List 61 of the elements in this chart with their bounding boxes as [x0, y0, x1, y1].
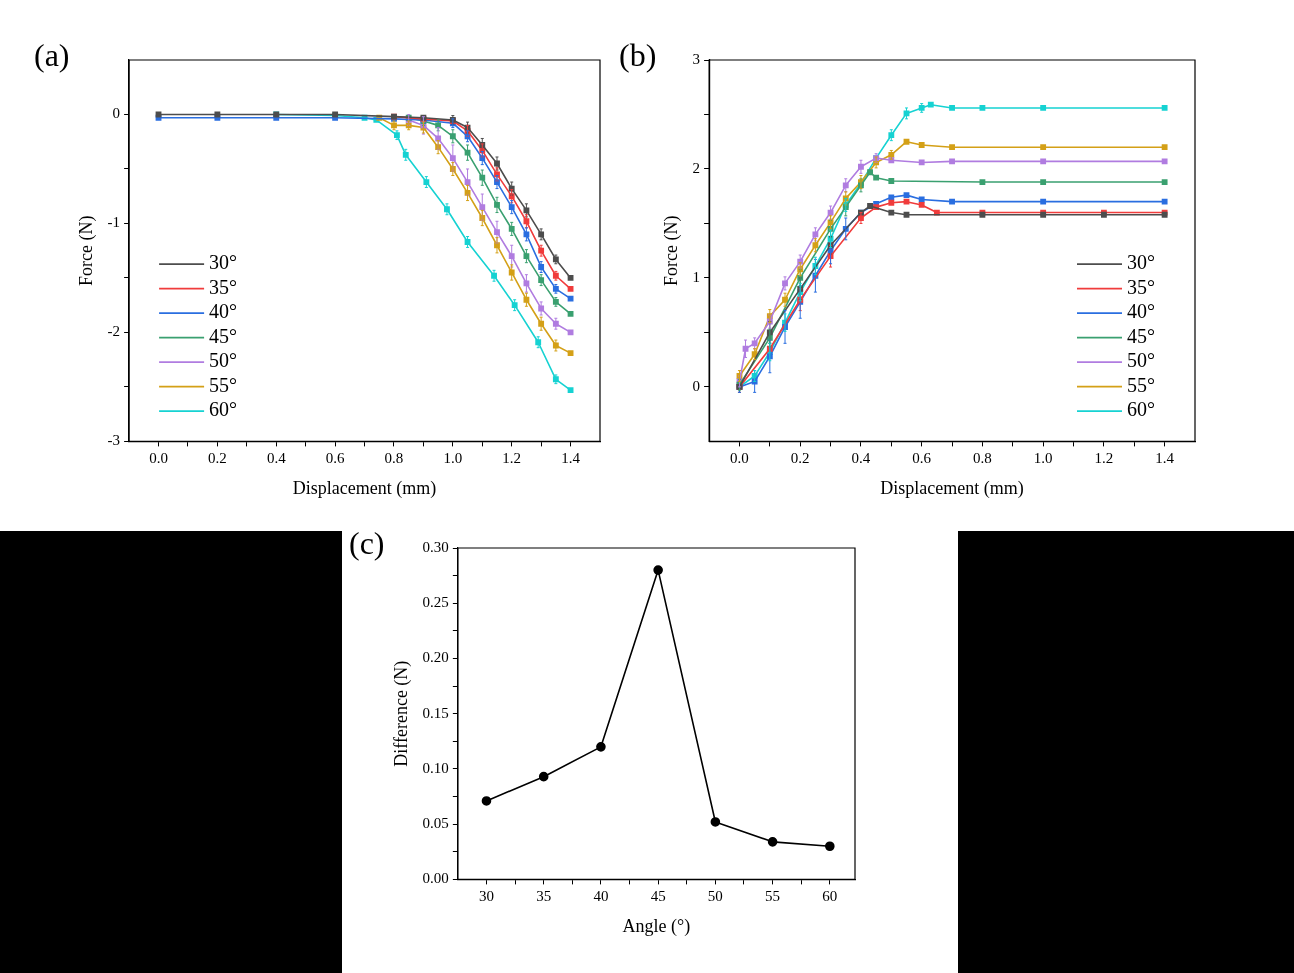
legend-label: 55°	[209, 373, 238, 396]
x-tick-label: 40	[593, 888, 609, 905]
x-tick-label: 1.4	[561, 450, 581, 467]
legend-label: 30°	[1127, 251, 1155, 274]
legend-label: 60°	[209, 398, 238, 421]
legend-label: 45°	[1127, 324, 1155, 347]
x-tick-label: 0.0	[730, 450, 749, 467]
x-axis-title: Angle (°)	[622, 915, 691, 937]
y-tick-label: 0.25	[422, 594, 449, 611]
legend-label: 60°	[1127, 398, 1155, 421]
x-tick-label: 1.2	[502, 450, 522, 467]
y-tick-label: -3	[107, 432, 121, 449]
y-tick-label: -2	[107, 323, 121, 340]
legend-label: 35°	[1127, 275, 1155, 298]
legend-label: 40°	[1127, 300, 1155, 323]
x-tick-label: 1.0	[1033, 450, 1053, 467]
legend-label: 35°	[209, 275, 238, 298]
x-tick-label: 1.0	[443, 450, 463, 467]
chart-title: (a)	[34, 37, 70, 74]
y-tick-label: 0	[692, 377, 701, 394]
y-tick-label: 0.20	[422, 649, 449, 666]
x-tick-label: 45	[650, 888, 666, 905]
x-tick-label: 0.2	[208, 450, 227, 467]
x-tick-label: 0.8	[384, 450, 404, 467]
y-tick-label: 0.00	[422, 870, 449, 887]
y-tick-label: 0.10	[422, 759, 449, 776]
x-tick-label: 30	[478, 888, 494, 905]
y-tick-label: 3	[692, 50, 701, 67]
y-tick-label: 0.30	[422, 538, 449, 555]
y-tick-label: -1	[107, 214, 121, 231]
x-tick-label: 60	[822, 888, 838, 905]
y-tick-label: 1	[692, 268, 701, 285]
x-tick-label: 50	[707, 888, 723, 905]
legend-label: 40°	[209, 300, 238, 323]
y-axis-title: Force (N)	[75, 215, 97, 286]
x-tick-label: 0.8	[973, 450, 992, 467]
x-axis-title: Displacement (mm)	[292, 477, 437, 499]
x-tick-label: 35	[536, 888, 552, 905]
y-tick-label: 0.15	[422, 704, 449, 721]
chart-title: (b)	[619, 37, 657, 74]
x-tick-label: 1.2	[1094, 450, 1114, 467]
legend-label: 30°	[209, 251, 238, 274]
legend-label: 50°	[1127, 349, 1155, 372]
x-axis-title: Displacement (mm)	[880, 477, 1024, 499]
y-tick-label: 0.05	[422, 815, 449, 832]
x-tick-label: 0.6	[912, 450, 932, 467]
x-tick-label: 0.6	[325, 450, 345, 467]
legend-label: 45°	[209, 324, 238, 347]
x-tick-label: 0.2	[790, 450, 810, 467]
x-tick-label: 0.0	[149, 450, 168, 467]
legend-label: 55°	[1127, 373, 1155, 396]
x-tick-label: 55	[765, 888, 781, 905]
y-axis-title: Difference (N)	[390, 660, 412, 767]
chart-title: (c)	[349, 525, 385, 562]
x-tick-label: 1.4	[1155, 450, 1175, 467]
y-axis-title: Force (N)	[660, 215, 682, 286]
legend-label: 50°	[209, 349, 238, 372]
x-tick-label: 0.4	[851, 450, 871, 467]
y-tick-label: 2	[692, 159, 701, 176]
x-tick-label: 0.4	[266, 450, 287, 467]
y-tick-label: 0	[112, 105, 121, 122]
